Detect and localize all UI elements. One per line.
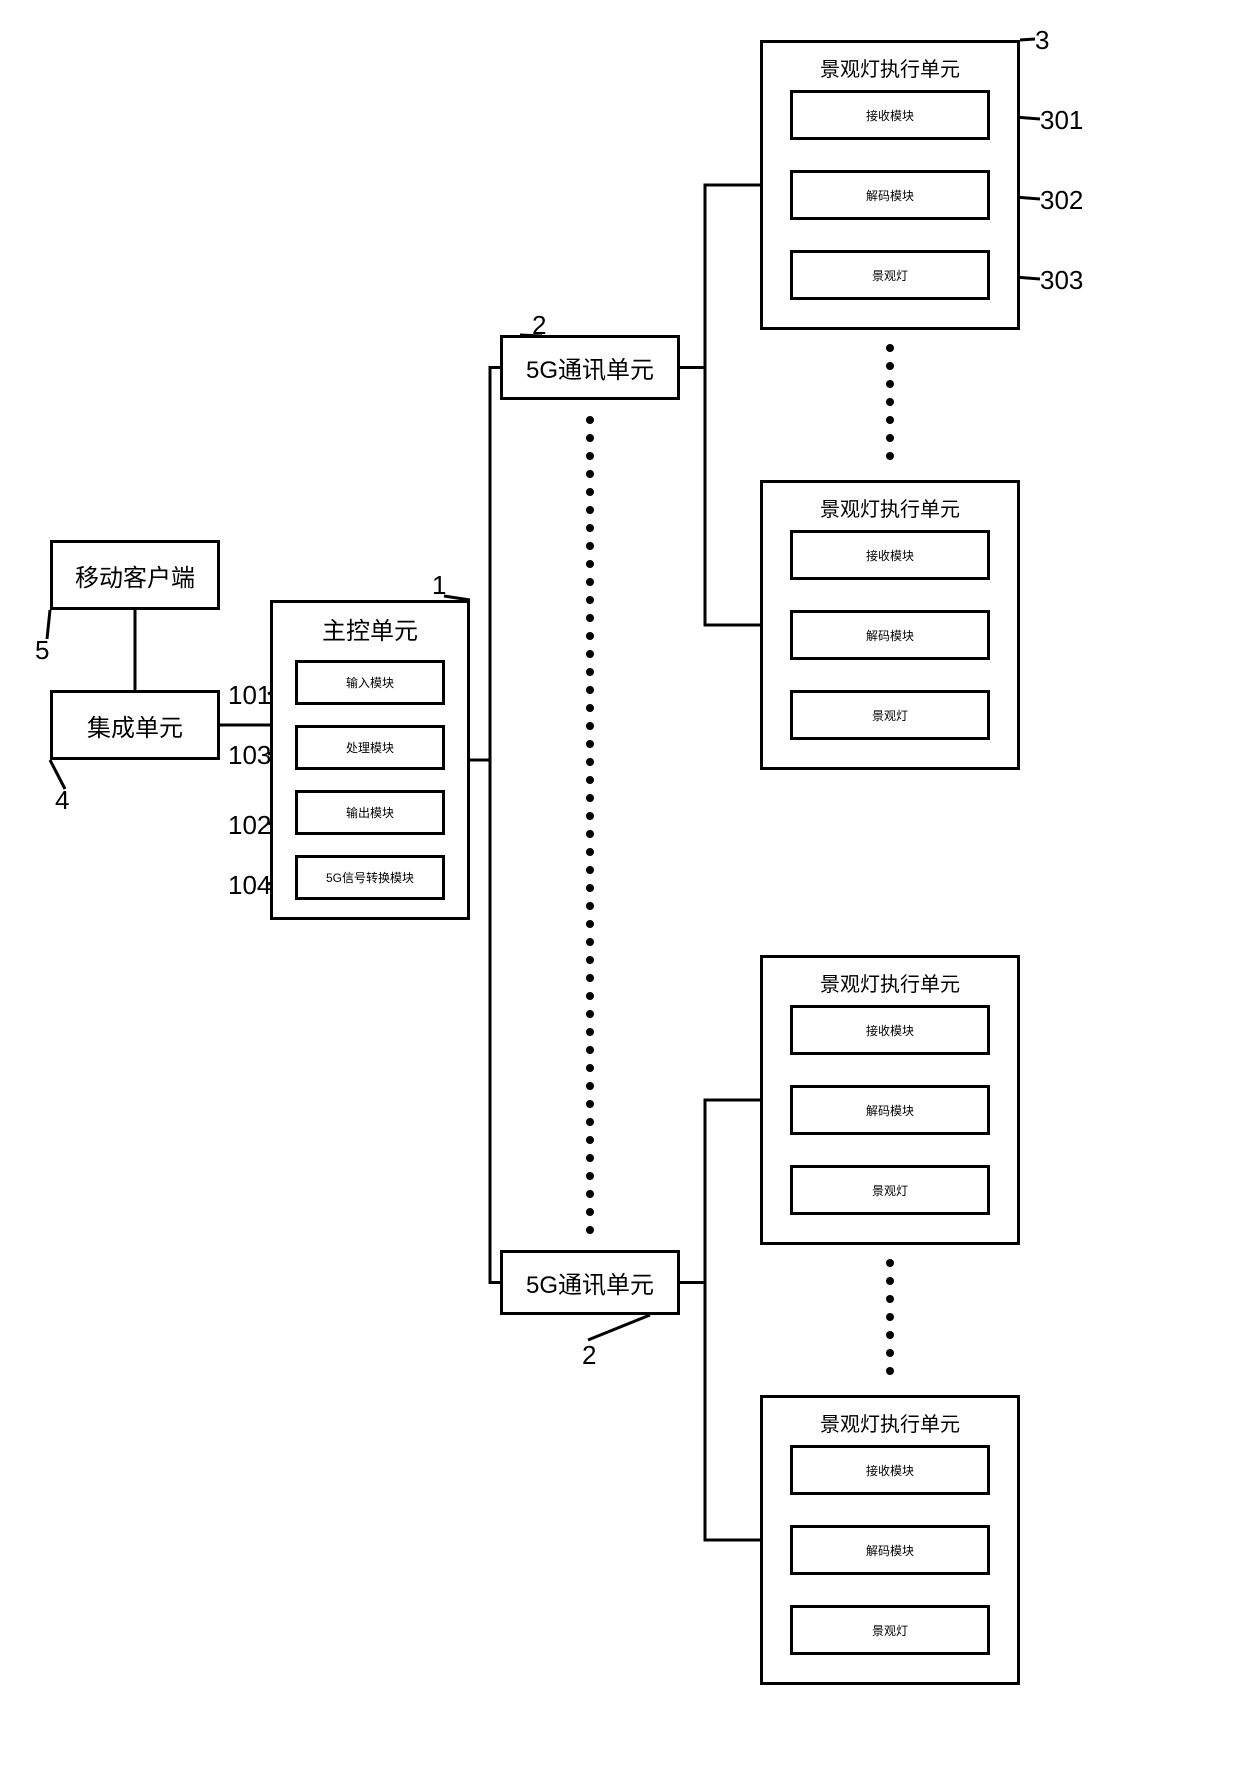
exec1-light-label: 景观灯 xyxy=(872,267,908,284)
output-module-label: 输出模块 xyxy=(346,804,394,821)
exec4-light-box: 景观灯 xyxy=(790,1605,990,1655)
ref-3-text: 3 xyxy=(1035,25,1049,55)
exec4-receive-label: 接收模块 xyxy=(866,1462,914,1479)
exec3-light-box: 景观灯 xyxy=(790,1165,990,1215)
ref-2b: 2 xyxy=(582,1340,596,1371)
signal-convert-module-box: 5G信号转换模块 xyxy=(295,855,445,900)
ref-302-text: 302 xyxy=(1040,185,1083,215)
comm-unit-top-label: 5G通讯单元 xyxy=(526,350,654,385)
ref-104: 104 xyxy=(228,870,271,901)
mobile-client-label: 移动客户端 xyxy=(75,558,195,593)
exec1-decode-label: 解码模块 xyxy=(866,187,914,204)
ref-103-text: 103 xyxy=(228,740,271,770)
exec-unit-4-title: 景观灯执行单元 xyxy=(763,1408,1017,1437)
exec3-receive-box: 接收模块 xyxy=(790,1005,990,1055)
ref-103: 103 xyxy=(228,740,271,771)
exec4-decode-box: 解码模块 xyxy=(790,1525,990,1575)
exec4-light-label: 景观灯 xyxy=(872,1622,908,1639)
ref-1-text: 1 xyxy=(432,570,446,600)
processing-module-box: 处理模块 xyxy=(295,725,445,770)
exec2-light-box: 景观灯 xyxy=(790,690,990,740)
ref-101: 101 xyxy=(228,680,271,711)
exec4-decode-label: 解码模块 xyxy=(866,1542,914,1559)
exec3-decode-label: 解码模块 xyxy=(866,1102,914,1119)
comm-unit-bot-label: 5G通讯单元 xyxy=(526,1265,654,1300)
exec2-receive-box: 接收模块 xyxy=(790,530,990,580)
exec3-receive-label: 接收模块 xyxy=(866,1022,914,1039)
integration-unit-box: 集成单元 xyxy=(50,690,220,760)
exec1-decode-box: 解码模块 xyxy=(790,170,990,220)
integration-unit-label: 集成单元 xyxy=(87,708,183,743)
ref-5: 5 xyxy=(35,635,49,666)
ref-101-text: 101 xyxy=(228,680,271,710)
exec1-receive-label: 接收模块 xyxy=(866,107,914,124)
main-control-title: 主控单元 xyxy=(273,611,467,646)
exec2-decode-label: 解码模块 xyxy=(866,627,914,644)
input-module-box: 输入模块 xyxy=(295,660,445,705)
ref-2b-text: 2 xyxy=(582,1340,596,1370)
output-module-box: 输出模块 xyxy=(295,790,445,835)
exec2-decode-box: 解码模块 xyxy=(790,610,990,660)
ref-303: 303 xyxy=(1040,265,1083,296)
exec3-decode-box: 解码模块 xyxy=(790,1085,990,1135)
processing-module-label: 处理模块 xyxy=(346,739,394,756)
exec1-receive-box: 接收模块 xyxy=(790,90,990,140)
ref-1: 1 xyxy=(432,570,446,601)
exec1-light-box: 景观灯 xyxy=(790,250,990,300)
exec2-receive-label: 接收模块 xyxy=(866,547,914,564)
ref-2a: 2 xyxy=(532,310,546,341)
ref-102: 102 xyxy=(228,810,271,841)
exec4-receive-box: 接收模块 xyxy=(790,1445,990,1495)
exec-unit-1-title: 景观灯执行单元 xyxy=(763,53,1017,82)
exec2-light-label: 景观灯 xyxy=(872,707,908,724)
mobile-client-box: 移动客户端 xyxy=(50,540,220,610)
ref-102-text: 102 xyxy=(228,810,271,840)
ref-301: 301 xyxy=(1040,105,1083,136)
exec-unit-2-title: 景观灯执行单元 xyxy=(763,493,1017,522)
ref-2a-text: 2 xyxy=(532,310,546,340)
exec3-light-label: 景观灯 xyxy=(872,1182,908,1199)
ref-303-text: 303 xyxy=(1040,265,1083,295)
comm-unit-bot-box: 5G通讯单元 xyxy=(500,1250,680,1315)
ref-4-text: 4 xyxy=(55,785,69,815)
ref-301-text: 301 xyxy=(1040,105,1083,135)
ref-5-text: 5 xyxy=(35,635,49,665)
ref-4: 4 xyxy=(55,785,69,816)
ref-302: 302 xyxy=(1040,185,1083,216)
input-module-label: 输入模块 xyxy=(346,674,394,691)
exec-unit-3-title: 景观灯执行单元 xyxy=(763,968,1017,997)
ref-104-text: 104 xyxy=(228,870,271,900)
signal-convert-module-label: 5G信号转换模块 xyxy=(326,869,414,886)
ref-3: 3 xyxy=(1035,25,1049,56)
comm-unit-top-box: 5G通讯单元 xyxy=(500,335,680,400)
